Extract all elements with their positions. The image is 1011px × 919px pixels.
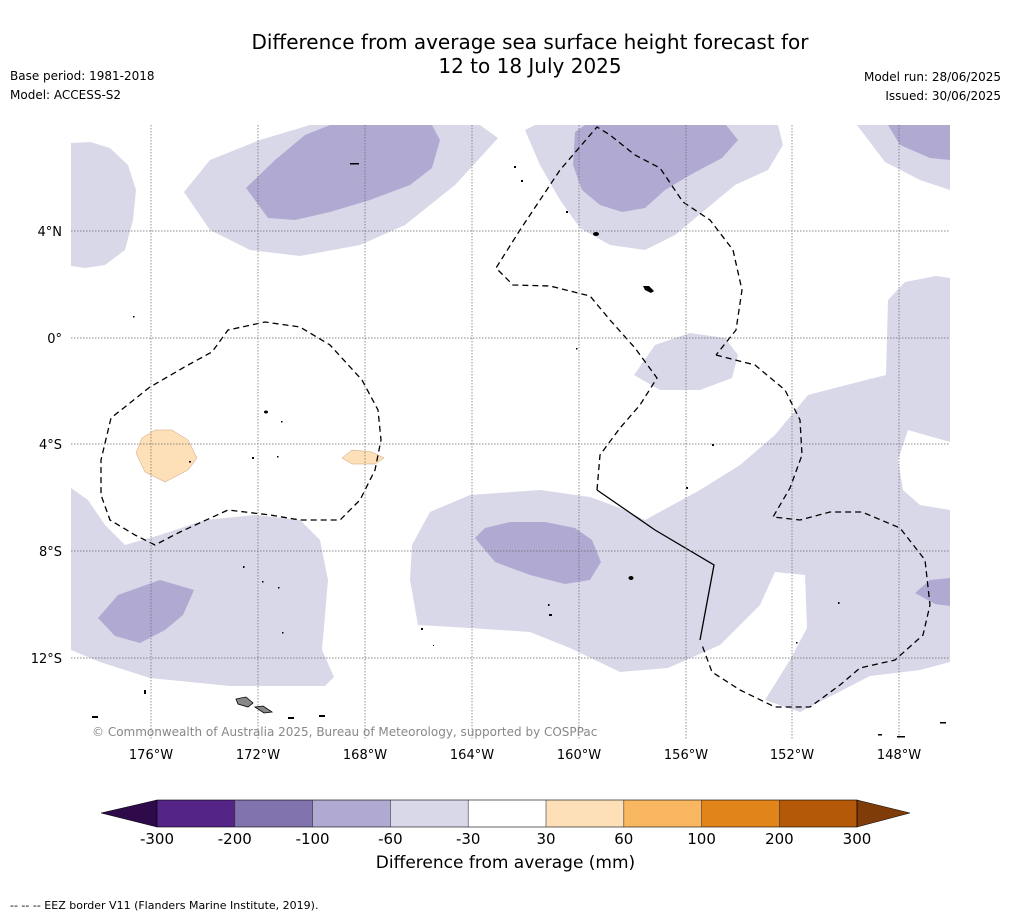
lon-label-152w: 152°W bbox=[770, 748, 814, 763]
colorbar-swatch bbox=[157, 800, 235, 827]
samoa-island-icon bbox=[253, 705, 274, 714]
sea-height-contours bbox=[71, 125, 950, 738]
contour-band-30-60 bbox=[135, 429, 198, 483]
eez-border-line bbox=[100, 321, 382, 546]
colorbar-extend-low bbox=[100, 799, 158, 828]
colorbar-swatch bbox=[623, 800, 702, 827]
page-title: Difference from average sea surface heig… bbox=[150, 30, 910, 78]
contour-band-m60-m30 bbox=[71, 142, 136, 268]
model-info: Base period: 1981-2018 Model: ACCESS-S2 bbox=[10, 67, 155, 105]
colorbar-title: Difference from average (mm) bbox=[375, 853, 636, 873]
contour-band-m100-m60 bbox=[475, 522, 601, 584]
lon-label-172w: 172°W bbox=[236, 748, 280, 763]
lon-label-164w: 164°W bbox=[450, 748, 494, 763]
eez-legend-note: -- -- -- EEZ border V11 (Flanders Marine… bbox=[10, 899, 319, 912]
colorbar-tick-label: -30 bbox=[456, 830, 481, 848]
contour-band-m100-m60 bbox=[888, 125, 950, 160]
contour-band-m60-m30 bbox=[410, 276, 950, 712]
eez-solid-boundary bbox=[596, 489, 715, 641]
lat-label-12s: 12°S bbox=[31, 652, 62, 667]
colorbar-swatch bbox=[546, 800, 624, 827]
eez-borders bbox=[100, 126, 931, 708]
model-label: Model: ACCESS-S2 bbox=[10, 88, 122, 102]
colorbar-tick-label: 60 bbox=[614, 830, 633, 848]
lon-label-156w: 156°W bbox=[664, 748, 708, 763]
contour-band-m100-m60 bbox=[573, 125, 738, 212]
title-line-2: 12 to 18 July 2025 bbox=[438, 54, 622, 78]
contour-band-m60-m30 bbox=[71, 488, 334, 686]
colorbar: -300 -200 -100 -60 -30 30 60 100 200 300 bbox=[100, 799, 911, 848]
island-marks bbox=[92, 163, 946, 738]
lat-label-4s: 4°S bbox=[39, 438, 62, 453]
eez-border-line bbox=[495, 126, 743, 491]
contour-band-30-60 bbox=[341, 449, 385, 465]
colorbar-tick-label: 30 bbox=[536, 830, 555, 848]
colorbar-swatch bbox=[234, 800, 313, 827]
lon-label-176w: 176°W bbox=[129, 748, 173, 763]
base-period-label: Base period: 1981-2018 bbox=[10, 69, 155, 83]
longitude-labels: 176°W 172°W 168°W 164°W 160°W 156°W 152°… bbox=[129, 748, 921, 763]
lat-label-0: 0° bbox=[47, 332, 62, 347]
colorbar-swatch bbox=[312, 800, 391, 827]
contour-band-m100-m60 bbox=[246, 125, 440, 220]
lat-label-4n: 4°N bbox=[38, 225, 63, 240]
colorbar-tick-label: -300 bbox=[140, 830, 174, 848]
colorbar-swatch bbox=[701, 800, 780, 827]
lat-label-8s: 8°S bbox=[39, 545, 62, 560]
eez-border-line bbox=[701, 354, 931, 708]
colorbar-tick-label: -100 bbox=[296, 830, 330, 848]
contour-band-m100-m60 bbox=[98, 580, 194, 643]
issued-label: Issued: 30/06/2025 bbox=[885, 89, 1001, 103]
colorbar-ticks: -300 -200 -100 -60 -30 30 60 100 200 300 bbox=[140, 830, 871, 848]
colorbar-swatch bbox=[390, 800, 469, 827]
run-info: Model run: 28/06/2025 Issued: 30/06/2025 bbox=[864, 68, 1001, 106]
lon-label-160w: 160°W bbox=[557, 748, 601, 763]
lon-label-148w: 148°W bbox=[877, 748, 921, 763]
colorbar-tick-label: 200 bbox=[765, 830, 794, 848]
samoa-island-icon bbox=[235, 696, 254, 708]
colorbar-tick-label: 100 bbox=[687, 830, 716, 848]
colorbar-swatch bbox=[779, 800, 857, 827]
colorbar-frame bbox=[156, 799, 858, 828]
copyright-text: © Commonwealth of Australia 2025, Bureau… bbox=[92, 725, 597, 739]
colorbar-swatch bbox=[468, 800, 546, 827]
lon-label-168w: 168°W bbox=[343, 748, 387, 763]
colorbar-tick-label: -200 bbox=[218, 830, 252, 848]
graticule bbox=[71, 125, 950, 740]
model-run-label: Model run: 28/06/2025 bbox=[863, 70, 1001, 84]
colorbar-tick-label: -60 bbox=[378, 830, 403, 848]
title-line-1: Difference from average sea surface heig… bbox=[251, 30, 809, 54]
colorbar-tick-label: 300 bbox=[843, 830, 872, 848]
contour-band-m60-m30 bbox=[634, 333, 738, 390]
latitude-labels: 4°N 0° 4°S 8°S 12°S bbox=[31, 225, 62, 667]
colorbar-extend-high bbox=[856, 799, 911, 828]
contour-band-m100-m60 bbox=[915, 578, 950, 606]
